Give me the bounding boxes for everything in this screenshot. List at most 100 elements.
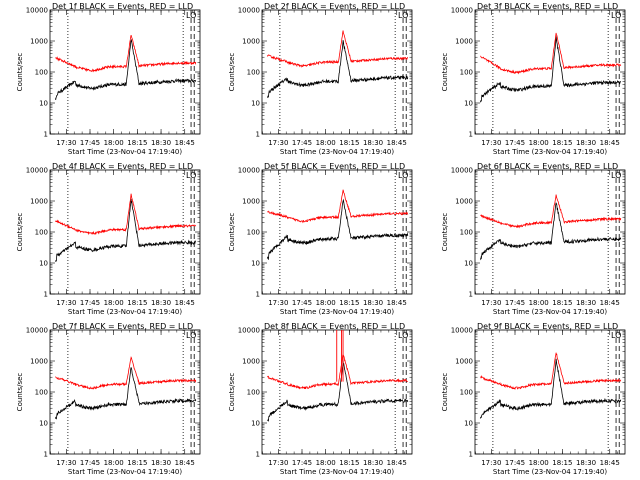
y-tick-label: 100	[35, 229, 48, 237]
x-tick-label: 17:30	[481, 299, 501, 307]
x-tick-label: 18:15	[552, 139, 572, 147]
panel-det5f: Det 5f BLACK = Events, RED = LLD 10000 100…	[228, 162, 413, 316]
series-line-lld	[266, 30, 409, 68]
x-tick-label: 17:45	[292, 139, 312, 147]
series-line-lld	[54, 193, 197, 236]
panel-det3f: Det 3f BLACK = Events, RED = LLD 10000 100…	[441, 2, 626, 156]
x-axis-label: Start Time (23-Nov-04 17:19:40)	[68, 468, 182, 476]
x-tick-label: 18:00	[104, 459, 124, 467]
corner-label: LO	[611, 171, 621, 180]
series-line-events	[479, 202, 622, 261]
x-tick-label: 18:00	[529, 299, 549, 307]
y-tick-label: 10	[251, 100, 260, 108]
x-tick-label: 18:00	[529, 459, 549, 467]
x-tick-label: 18:45	[600, 299, 620, 307]
corner-label: LO	[186, 171, 196, 180]
x-tick-label: 18:15	[552, 299, 572, 307]
x-tick-label: 18:00	[529, 139, 549, 147]
y-tick-label: 1	[469, 131, 473, 139]
plot-frame	[474, 169, 626, 295]
x-tick-label: 18:30	[576, 299, 596, 307]
x-tick-label: 18:15	[339, 139, 359, 147]
x-tick-label: 18:30	[151, 459, 171, 467]
panel-title: Det 6f BLACK = Events, RED = LLD	[477, 162, 618, 171]
panel-det6f: Det 6f BLACK = Events, RED = LLD 10000 100…	[441, 162, 626, 316]
y-axis-label: Counts/sec	[441, 213, 449, 252]
y-tick-label: 1	[44, 451, 48, 459]
y-tick-label: 1	[44, 131, 48, 139]
x-axis-label: Start Time (23-Nov-04 17:19:40)	[68, 308, 182, 316]
y-axis-label: Counts/sec	[228, 213, 236, 252]
series-line-events	[479, 36, 622, 103]
plot-frame	[474, 329, 626, 455]
x-tick-label: 18:45	[387, 459, 407, 467]
y-axis-label: Counts/sec	[16, 213, 24, 252]
panel-title: Det 8f BLACK = Events, RED = LLD	[264, 322, 405, 331]
corner-label: LO	[186, 331, 196, 340]
series-line-lld	[55, 356, 197, 390]
y-tick-label: 10	[251, 260, 260, 268]
x-tick-label: 18:45	[387, 299, 407, 307]
series-line-lld	[480, 352, 622, 390]
x-tick-label: 17:45	[505, 139, 525, 147]
y-tick-label: 10000	[26, 7, 48, 15]
y-axis-label: Counts/sec	[228, 373, 236, 412]
y-tick-label: 100	[35, 69, 48, 77]
y-tick-label: 100	[247, 69, 260, 77]
x-tick-label: 18:45	[600, 139, 620, 147]
x-axis-label: Start Time (23-Nov-04 17:19:40)	[493, 148, 607, 156]
y-tick-label: 100	[35, 389, 48, 397]
y-axis-label: Counts/sec	[441, 373, 449, 412]
y-tick-label: 100	[247, 389, 260, 397]
x-axis-label: Start Time (23-Nov-04 17:19:40)	[280, 308, 394, 316]
x-tick-label: 17:30	[481, 139, 501, 147]
y-tick-label: 10	[251, 420, 260, 428]
x-tick-label: 17:30	[56, 299, 76, 307]
y-axis-label: Counts/sec	[228, 53, 236, 92]
x-axis-label: Start Time (23-Nov-04 17:19:40)	[68, 148, 182, 156]
y-tick-label: 1	[256, 291, 260, 299]
y-tick-label: 1	[256, 131, 260, 139]
y-tick-label: 1	[469, 451, 473, 459]
series-line-lld	[55, 35, 197, 73]
x-tick-label: 17:30	[481, 459, 501, 467]
y-tick-label: 10000	[451, 7, 473, 15]
x-tick-label: 17:30	[268, 299, 288, 307]
series-line-events	[266, 40, 409, 99]
corner-label: LO	[398, 11, 408, 20]
y-tick-label: 100	[247, 229, 260, 237]
y-tick-label: 1000	[242, 198, 260, 206]
x-tick-label: 17:45	[505, 299, 525, 307]
x-tick-label: 18:30	[363, 459, 383, 467]
plot-frame	[474, 9, 626, 135]
y-tick-label: 1000	[455, 358, 473, 366]
x-axis-label: Start Time (23-Nov-04 17:19:40)	[280, 148, 394, 156]
panel-det2f: Det 2f BLACK = Events, RED = LLD 10000 100…	[228, 2, 413, 156]
x-tick-label: 17:30	[268, 459, 288, 467]
y-tick-label: 100	[460, 389, 473, 397]
x-tick-label: 18:30	[151, 139, 171, 147]
panel-title: Det 3f BLACK = Events, RED = LLD	[477, 2, 618, 11]
y-tick-label: 10	[39, 260, 48, 268]
y-tick-label: 100	[460, 229, 473, 237]
y-axis-label: Counts/sec	[16, 373, 24, 412]
series-line-events	[479, 358, 622, 419]
y-tick-label: 10000	[451, 327, 473, 335]
x-tick-label: 18:00	[316, 299, 336, 307]
x-tick-label: 18:45	[175, 459, 195, 467]
series-line-lld	[480, 194, 622, 229]
y-tick-label: 10	[464, 100, 473, 108]
x-tick-label: 18:00	[104, 299, 124, 307]
x-tick-label: 18:45	[175, 299, 195, 307]
y-tick-label: 1000	[242, 358, 260, 366]
y-tick-label: 1	[256, 451, 260, 459]
x-tick-label: 18:30	[363, 139, 383, 147]
y-tick-label: 10000	[26, 167, 48, 175]
y-tick-label: 1000	[30, 358, 48, 366]
y-tick-label: 1000	[30, 38, 48, 46]
series-line-events	[54, 367, 197, 420]
panel-det7f: Det 7f BLACK = Events, RED = LLD 10000 100…	[16, 322, 201, 476]
plot-frame	[261, 9, 413, 135]
x-tick-label: 18:30	[576, 459, 596, 467]
